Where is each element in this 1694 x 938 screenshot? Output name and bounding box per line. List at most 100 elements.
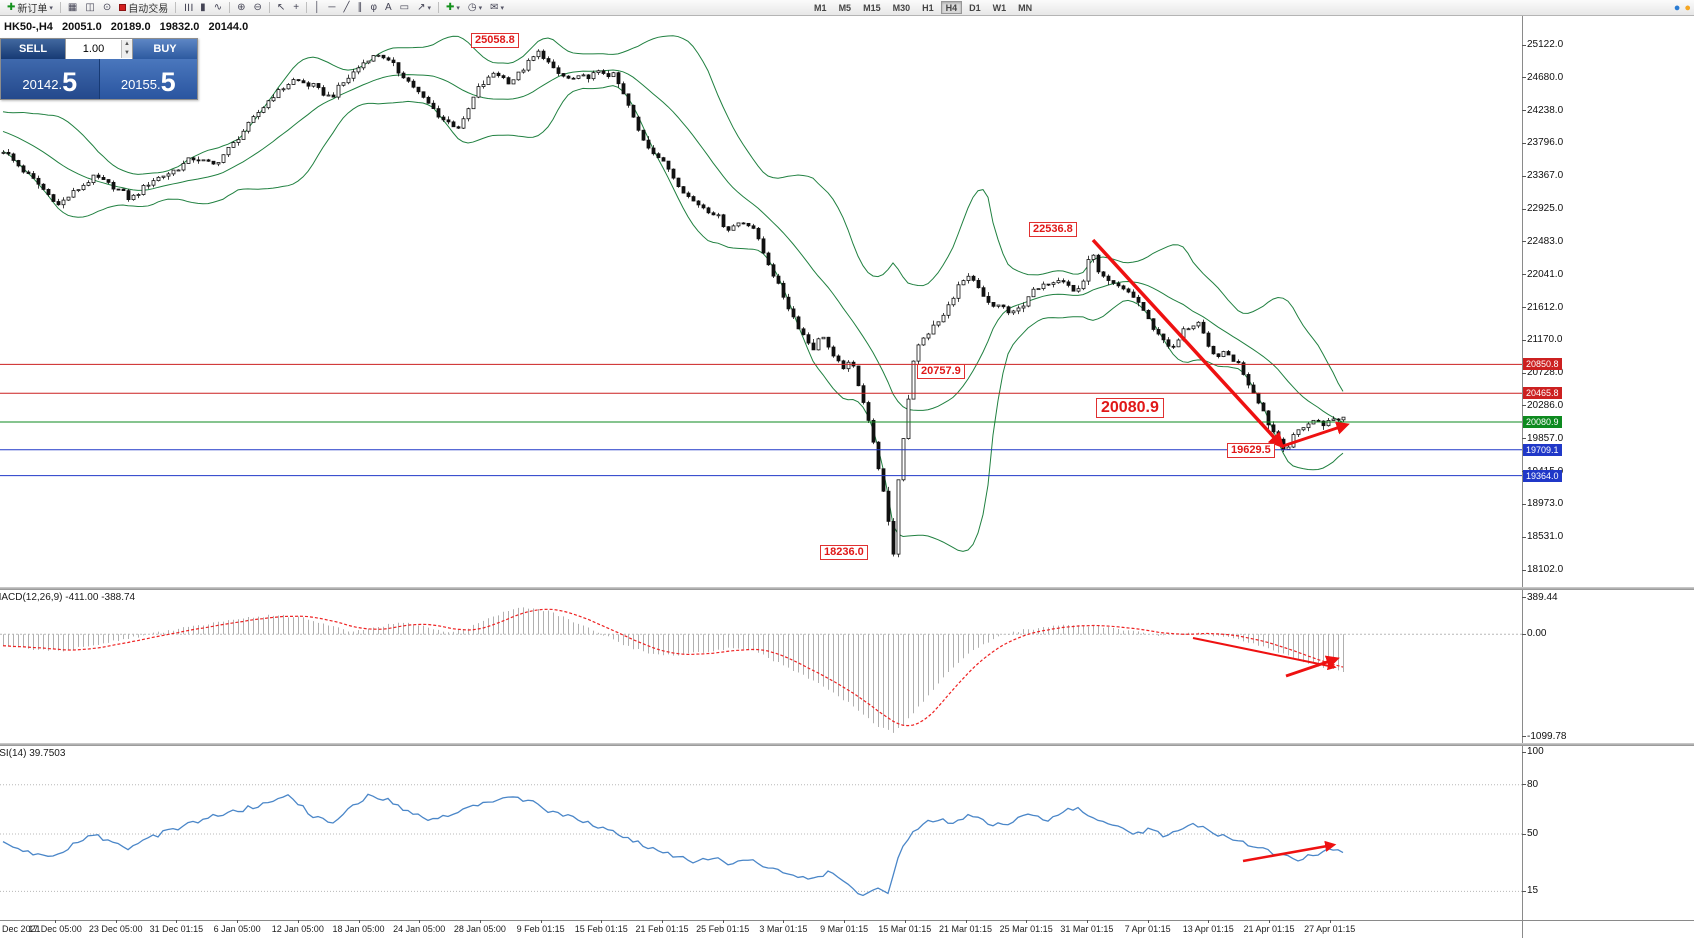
price-tick-mark bbox=[1522, 372, 1526, 374]
vertical-line-button[interactable]: │ bbox=[310, 1, 324, 15]
arrows-button[interactable]: ↗ ▾ bbox=[413, 1, 435, 15]
add-indicator-icon: ✚ bbox=[445, 2, 455, 13]
toolbar-separator bbox=[229, 2, 231, 13]
timeframe-m30-button[interactable]: M30 bbox=[892, 3, 911, 13]
zoom-in-button[interactable]: ⊕ bbox=[233, 1, 249, 15]
sell-button[interactable]: SELL bbox=[1, 39, 65, 59]
sell-price[interactable]: 20142. 5 bbox=[1, 59, 99, 99]
price-line-badge: 19364.0 bbox=[1523, 469, 1562, 482]
price-tick-mark bbox=[1522, 569, 1526, 571]
arrows-icon: ↗ bbox=[417, 2, 426, 13]
time-axis-label: 24 Jan 05:00 bbox=[393, 924, 446, 934]
fibonacci-retracement-button[interactable]: φ bbox=[366, 1, 380, 15]
line-chart-button[interactable]: ∿ bbox=[210, 1, 226, 15]
time-axis-label: 21 Feb 01:15 bbox=[635, 924, 689, 934]
alerts-button[interactable]: ⊙ bbox=[99, 1, 115, 15]
time-tick-mark bbox=[115, 920, 117, 923]
timeframe-h4-button[interactable]: H4 bbox=[940, 1, 963, 14]
time-axis-label: 7 Apr 01:15 bbox=[1124, 924, 1171, 934]
price-callout: 18236.0 bbox=[820, 545, 868, 560]
time-tick-mark bbox=[783, 920, 785, 923]
bar-chart-button[interactable]: ☰ bbox=[179, 1, 196, 15]
price-line-badge: 20465.8 bbox=[1523, 387, 1562, 400]
text-label-icon: ▭ bbox=[399, 2, 410, 13]
crosshair-icon: + bbox=[293, 2, 300, 13]
time-axis-label: 15 Feb 01:15 bbox=[574, 924, 628, 934]
one-click-trading-widget: SELL 1.00 ▲ ▼ BUY 20142. 5 20155. 5 bbox=[0, 38, 198, 100]
price-tick-mark bbox=[1522, 503, 1526, 505]
price-tick-label: 23796.0 bbox=[1527, 137, 1564, 149]
templates-button[interactable]: ✉ ▾ bbox=[486, 1, 508, 15]
rsi-tick-mark bbox=[1522, 751, 1526, 753]
periods-button[interactable]: ◷ ▾ bbox=[464, 1, 486, 15]
time-axis-label: 31 Mar 01:15 bbox=[1060, 924, 1114, 934]
buy-price[interactable]: 20155. 5 bbox=[98, 59, 197, 99]
toolbar-separator bbox=[437, 2, 439, 13]
time-axis-label: Dec 2021 bbox=[2, 924, 41, 934]
price-tick-label: 22041.0 bbox=[1527, 268, 1564, 280]
price-tick-mark bbox=[1522, 77, 1526, 79]
toolbar-separator bbox=[306, 2, 308, 13]
macd-tick-label: 389.44 bbox=[1527, 591, 1558, 603]
community-icon[interactable]: ● bbox=[1673, 1, 1681, 14]
timeframe-h1-button[interactable]: H1 bbox=[922, 3, 934, 13]
time-tick-mark bbox=[176, 920, 178, 923]
price-tick-label: 18531.0 bbox=[1527, 531, 1564, 543]
time-tick-mark bbox=[237, 920, 239, 923]
panel-separator[interactable] bbox=[0, 743, 1694, 746]
timeframe-w1-button[interactable]: W1 bbox=[992, 3, 1007, 13]
timeframe-m1-button[interactable]: M1 bbox=[814, 3, 827, 13]
price-callout: 25058.8 bbox=[471, 33, 519, 48]
time-axis-label: 6 Jan 05:00 bbox=[213, 924, 261, 934]
timeframe-d1-button[interactable]: D1 bbox=[969, 3, 981, 13]
new-chart-button[interactable]: ▦ bbox=[64, 1, 81, 15]
macd-tick-mark bbox=[1522, 597, 1526, 599]
profiles-icon: ◫ bbox=[85, 2, 95, 13]
macd-layer bbox=[0, 607, 1522, 733]
new-order-button[interactable]: ✚ 新订单 ▾ bbox=[3, 1, 57, 15]
zoom-out-button[interactable]: ⊖ bbox=[249, 1, 265, 15]
profiles-button[interactable]: ◫ bbox=[81, 1, 98, 15]
time-axis-label: 3 Mar 01:15 bbox=[759, 924, 808, 934]
window-icons-group: ▦ ◫ ⊙ bbox=[64, 1, 115, 15]
trendline-button[interactable]: ╱ bbox=[339, 1, 353, 15]
lot-decrease-button[interactable]: ▼ bbox=[122, 49, 132, 58]
auto-trading-button[interactable]: 自动交易 bbox=[115, 1, 172, 15]
equidistant-channel-button[interactable]: ∥ bbox=[353, 1, 366, 15]
chevron-down-icon: ▾ bbox=[427, 4, 431, 12]
panel-separator[interactable] bbox=[0, 587, 1694, 590]
help-icon[interactable]: ● bbox=[1684, 1, 1691, 14]
timeframe-mn-button[interactable]: MN bbox=[1018, 3, 1033, 13]
price-tick-label: 18973.0 bbox=[1527, 498, 1564, 510]
crosshair-button[interactable]: + bbox=[289, 1, 303, 15]
price-tick-mark bbox=[1522, 110, 1526, 112]
price-tick-mark bbox=[1522, 405, 1526, 407]
buy-button[interactable]: BUY bbox=[133, 39, 197, 59]
lot-increase-button[interactable]: ▲ bbox=[122, 40, 132, 49]
new-order-icon: ✚ bbox=[7, 2, 16, 13]
time-tick-mark bbox=[540, 920, 542, 923]
cursor-button[interactable]: ↖ bbox=[273, 1, 289, 15]
templates-icon: ✉ bbox=[490, 2, 499, 13]
price-line-badge: 20080.9 bbox=[1523, 416, 1562, 428]
vertical-line-icon: │ bbox=[314, 2, 321, 13]
lot-size-field[interactable]: 1.00 ▲ ▼ bbox=[65, 39, 133, 59]
add-indicator-button[interactable]: ✚ ▾ bbox=[442, 1, 464, 15]
text-button[interactable]: A bbox=[381, 1, 396, 15]
low-value: 19832.0 bbox=[159, 21, 200, 33]
time-axis[interactable]: Dec 2021 17 Dec 05:00 23 Dec 05:00 31 Dec 0… bbox=[0, 920, 1522, 938]
timeframe-m15-button[interactable]: M15 bbox=[863, 3, 881, 13]
timeframe-m5-button[interactable]: M5 bbox=[838, 3, 852, 13]
time-axis-label: 17 Dec 05:00 bbox=[28, 924, 82, 934]
macd-indicator-label: MACD(12,26,9) -411.00 -388.74 bbox=[0, 592, 136, 603]
time-tick-mark bbox=[601, 920, 603, 923]
time-axis-label: 12 Jan 05:00 bbox=[271, 924, 324, 934]
candlestick-chart-button[interactable]: ▮ bbox=[196, 1, 210, 15]
time-axis-label: 25 Mar 01:15 bbox=[999, 924, 1053, 934]
text-label-button[interactable]: ▭ bbox=[396, 1, 413, 15]
horizontal-line-button[interactable]: ─ bbox=[324, 1, 339, 15]
time-tick-mark bbox=[965, 920, 967, 923]
price-callout: 19629.5 bbox=[1227, 443, 1275, 458]
price-tick-label: 20728.0 bbox=[1527, 367, 1564, 379]
